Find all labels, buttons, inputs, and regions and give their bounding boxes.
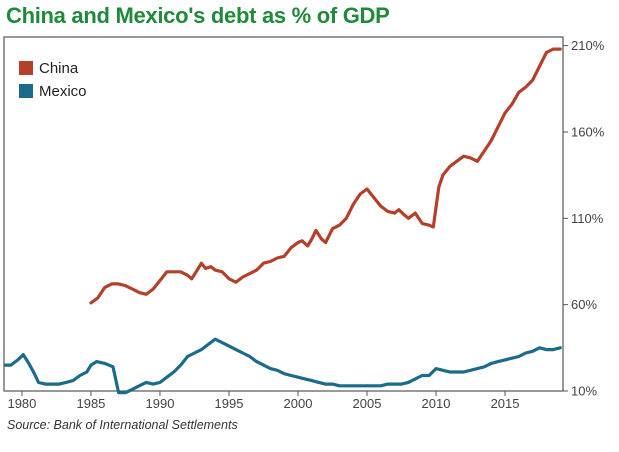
x-tick-label: 2000 [284,396,313,411]
plot-frame [3,36,564,392]
y-tick-label: 110% [571,211,604,226]
source-note: Source: Bank of International Settlement… [7,418,238,432]
x-tick-label: 2010 [422,396,451,411]
series-line-mexico [3,337,562,395]
legend-label-china: China [39,60,79,77]
y-axis: 10% 60% 110% 160% 210% [563,38,605,399]
series-line-china [89,47,562,305]
x-tick-label: 1995 [215,396,244,411]
chart-title: China and Mexico's debt as % of GDP [6,3,390,28]
legend-label-mexico: Mexico [39,83,87,100]
y-tick-label: 210% [571,38,605,53]
y-tick-label: 160% [571,124,605,139]
x-tick-label: 2005 [353,396,382,411]
legend: China Mexico [19,60,87,100]
legend-swatch-mexico [19,84,33,98]
y-tick-label: 60% [571,297,597,312]
x-tick-label: 1990 [146,396,175,411]
series-lines [3,47,562,395]
legend-swatch-china [19,61,33,75]
x-axis: 1980 1985 1990 1995 2000 2005 2010 2015 [7,391,519,411]
x-tick-label: 1985 [76,396,105,411]
x-tick-label: 1980 [7,396,36,411]
y-tick-label: 10% [571,384,597,399]
x-tick-label: 2015 [491,396,520,411]
